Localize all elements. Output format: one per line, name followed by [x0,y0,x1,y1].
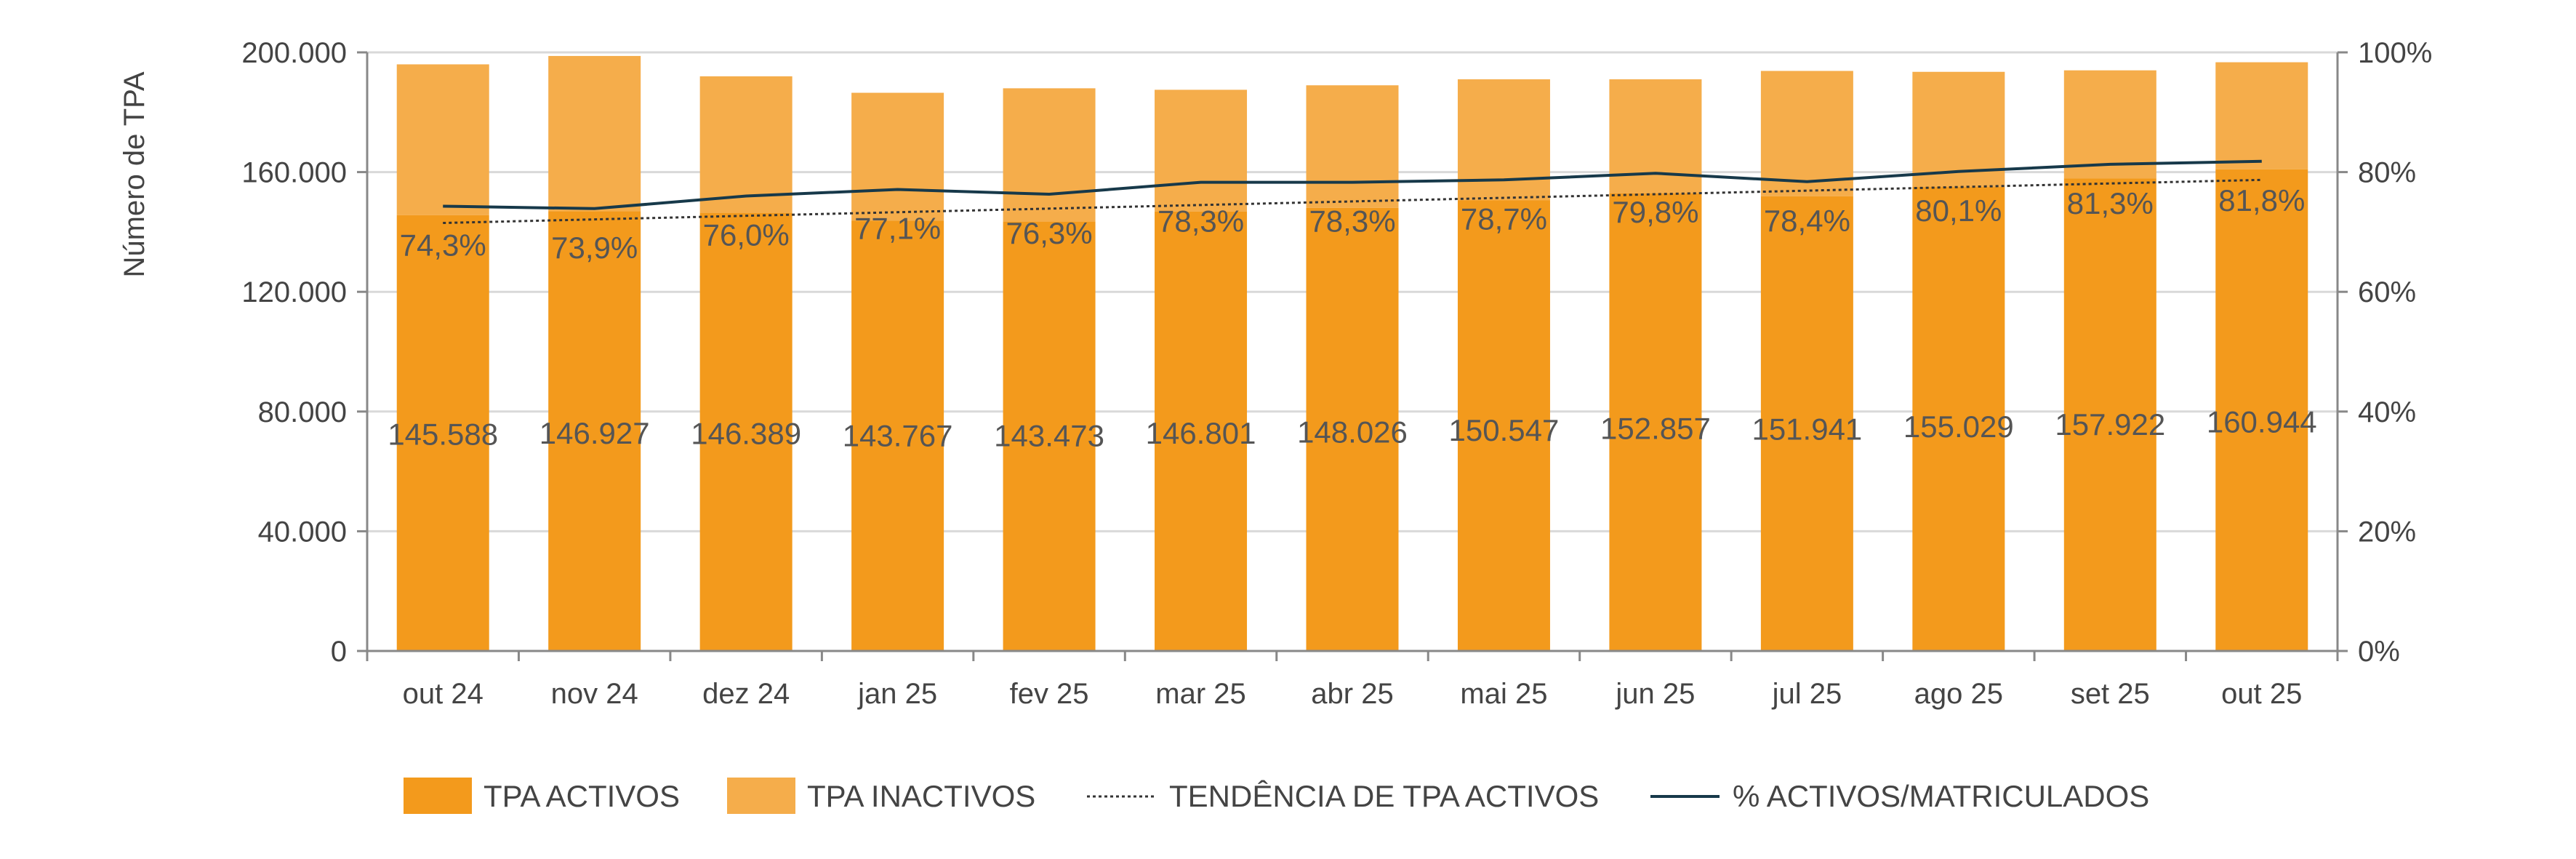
percent-label: 78,7% [1461,201,1547,236]
legend-label-inactivos: TPA INACTIVOS [807,779,1035,813]
x-tick-label: abr 25 [1311,678,1393,710]
bars [396,55,2308,652]
bar-inactivos [1760,71,1853,196]
bar-inactivos [396,64,489,215]
activos-label: 150.547 [1449,413,1560,447]
y-right-tick-label: 60% [2358,276,2416,308]
percent-label: 80,1% [1915,193,2002,228]
bar-activos [2063,178,2156,651]
lines [443,159,2262,225]
x-tick-label: ago 25 [1914,678,2003,710]
percent-label: 81,8% [2218,183,2305,217]
x-tick-label: dez 24 [702,678,790,710]
x-tick-label: out 24 [403,678,483,710]
percent-label: 74,3% [400,228,486,263]
y-tick-label: 200.000 [241,37,347,69]
percent-label: 76,0% [703,218,790,252]
activos-label: 148.026 [1297,415,1408,450]
activos-label: 157.922 [2055,407,2165,442]
bar-inactivos [2063,70,2156,179]
bar-activos [1155,211,1248,651]
bar-inactivos [1306,85,1399,208]
y-tick-label: 80.000 [258,396,347,428]
bar-inactivos [2215,62,2308,169]
bar-inactivos [699,76,793,213]
bar-inactivos [548,55,641,212]
percent-label: 77,1% [854,211,941,245]
legend-label-trend: TENDÊNCIA DE TPA ACTIVOS [1169,779,1599,813]
data-labels: 74,3% 73,9% 76,0% 77,1% 76,3% 78,3% 78,3% 78,7%… [388,183,2316,453]
bar-inactivos [1003,88,1096,222]
legend-label-activos: TPA ACTIVOS [483,779,680,813]
activos-label: 146.801 [1146,416,1256,450]
x-tick-label: out 25 [2221,678,2302,710]
bar-activos [851,220,944,651]
bar-activos [699,212,793,651]
x-tick-label: mai 25 [1460,678,1547,710]
bar-activos [1003,221,1096,651]
activos-label: 146.389 [691,416,801,450]
y-right-tick-label: 80% [2358,157,2416,189]
bar-activos [1609,193,1702,652]
percent-line [443,159,2262,210]
percent-label: 78,4% [1764,204,1850,238]
activos-label: 146.927 [539,416,650,450]
percent-label: 78,3% [1309,204,1395,239]
x-tick-label: mar 25 [1155,678,1246,710]
legend: TPA ACTIVOS TPA INACTIVOS TENDÊNCIA DE TPA… [404,778,2149,814]
bar-activos [396,215,489,651]
x-tick-label: jul 25 [1772,678,1842,710]
bar-activos [1760,196,1853,651]
activos-label: 143.767 [843,418,953,452]
y-tick-label: 160.000 [241,157,347,189]
bar-inactivos [1457,79,1550,201]
percent-label: 81,3% [2067,186,2154,220]
bar-activos [548,211,641,651]
activos-label: 143.473 [994,419,1104,453]
x-tick-label: fev 25 [1010,678,1089,710]
x-tick-label: set 25 [2071,678,2150,710]
x-tick-label: nov 24 [551,678,638,710]
x-tick-label: jan 25 [857,678,937,710]
bar-inactivos [851,92,944,221]
y-right-tick-label: 40% [2358,396,2416,428]
axes: 0 40.000 80.000 120.000 160.000 200.000 0% 20% 4… [241,37,2432,710]
percent-label: 78,3% [1157,204,1244,239]
percent-label: 79,8% [1612,195,1698,229]
trend-line [443,178,2262,225]
bar-activos [2215,169,2308,651]
legend-swatch-activos [404,778,472,814]
bar-activos [1306,207,1399,651]
y-tick-label: 40.000 [258,516,347,548]
legend-swatch-inactivos [727,778,795,814]
percent-label: 73,9% [551,231,638,265]
activos-label: 160.944 [2207,404,2317,439]
x-tick-label: jun 25 [1615,678,1695,710]
legend-label-percent: % ACTIVOS/MATRICULADOS [1733,779,2149,813]
y-right-tick-label: 100% [2358,37,2432,69]
bar-inactivos [1912,71,2005,188]
y-right-tick-label: 0% [2358,636,2400,668]
percent-label: 76,3% [1006,216,1093,250]
y-tick-label: 0 [331,636,347,668]
y-right-tick-label: 20% [2358,516,2416,548]
activos-label: 145.588 [388,417,498,451]
bar-activos [1912,187,2005,651]
activos-label: 151.941 [1752,412,1862,446]
bar-activos [1457,200,1550,651]
activos-label: 152.857 [1600,411,1711,445]
y-tick-label: 120.000 [241,276,347,308]
bar-inactivos [1155,89,1248,212]
y-axis-title: Número de TPA [119,71,151,277]
activos-label: 155.029 [1903,409,2014,444]
